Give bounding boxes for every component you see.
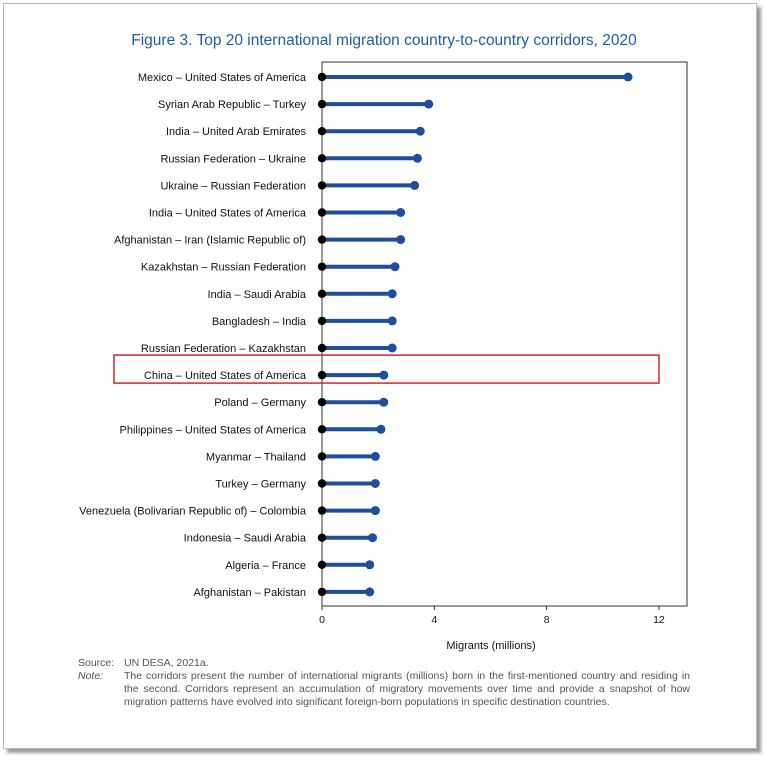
note-row: Note: The corridors present the number o… xyxy=(78,670,690,709)
lollipop-origin-dot xyxy=(317,452,327,461)
category-label: Mexico – United States of America xyxy=(138,72,307,84)
lollipop-origin-dot xyxy=(317,425,327,434)
lollipop-origin-dot xyxy=(317,316,327,326)
lollipop-value-dot xyxy=(387,343,397,353)
x-tick-label: 4 xyxy=(431,614,437,626)
lollipop-origin-dot xyxy=(317,154,327,163)
category-label: China – United States of America xyxy=(144,370,307,382)
category-label: Poland – Germany xyxy=(214,397,306,409)
category-label: Turkey – Germany xyxy=(215,479,306,491)
highlight-box xyxy=(113,354,660,384)
lollipop-origin-dot xyxy=(317,370,327,380)
category-label: Afghanistan – Iran (Islamic Republic of) xyxy=(114,235,306,247)
category-label: Russian Federation – Ukraine xyxy=(160,153,306,165)
source-row: Source: UN DESA, 2021a. xyxy=(78,657,690,670)
lollipop-value-dot xyxy=(387,316,397,326)
lollipop-origin-dot xyxy=(317,289,327,298)
lollipop-origin-dot xyxy=(317,560,327,569)
category-label: Syrian Arab Republic – Turkey xyxy=(158,99,306,111)
lollipop-value-dot xyxy=(370,506,380,516)
chart-title: Figure 3. Top 20 international migration… xyxy=(131,32,637,49)
lollipop-origin-dot xyxy=(317,533,327,542)
category-label: Indonesia – Saudi Arabia xyxy=(184,533,307,545)
lollipop-value-dot xyxy=(424,99,434,109)
lollipop-value-dot xyxy=(396,235,406,245)
category-label: Venezuela (Bolivarian Republic of) – Col… xyxy=(79,506,307,518)
lollipop-value-dot xyxy=(365,560,375,570)
lollipop-origin-dot xyxy=(317,343,327,353)
lollipop-origin-dot xyxy=(317,479,327,488)
source-text: UN DESA, 2021a. xyxy=(124,657,209,669)
lollipop-value-dot xyxy=(365,587,375,597)
x-axis-label: Migrants (millions) xyxy=(446,640,535,652)
lollipop-origin-dot xyxy=(317,127,327,136)
category-label: India – United States of America xyxy=(149,208,307,220)
lollipop-origin-dot xyxy=(317,398,327,407)
lollipop-chart: 0 4 8 12 Migrants (millions) Mexico – United … xyxy=(79,61,688,652)
category-label: India – United Arab Emirates xyxy=(166,126,307,138)
lollipop-value-dot xyxy=(415,126,425,136)
source-key: Source: xyxy=(78,657,115,669)
lollipop-value-dot xyxy=(623,72,633,82)
lollipop-origin-dot xyxy=(317,99,327,109)
x-tick-label: 8 xyxy=(544,614,550,626)
note-key: Note: xyxy=(78,670,104,682)
category-label: Myanmar – Thailand xyxy=(206,451,306,463)
category-label: Ukraine – Russian Federation xyxy=(160,180,306,192)
lollipop-origin-dot xyxy=(317,235,327,244)
category-label: Russian Federation – Kazakhstan xyxy=(141,343,306,355)
category-label: Philippines – United States of America xyxy=(120,424,307,436)
lollipop-value-dot xyxy=(370,479,380,488)
lollipop-origin-dot xyxy=(317,72,327,82)
figure-notes: Source: UN DESA, 2021a. Note: The corrid… xyxy=(78,657,690,709)
lollipop-origin-dot xyxy=(317,208,327,217)
plot-area-border xyxy=(321,61,688,607)
lollipop-value-dot xyxy=(376,424,386,434)
lollipop-value-dot xyxy=(390,262,400,272)
category-label: Bangladesh – India xyxy=(212,316,307,328)
lollipop-origin-dot xyxy=(317,262,327,271)
lollipop-value-dot xyxy=(379,397,389,407)
lollipop-value-dot xyxy=(370,451,380,461)
lollipop-value-dot xyxy=(368,533,378,543)
category-label: Kazakhstan – Russian Federation xyxy=(141,262,306,274)
category-label: India – Saudi Arabia xyxy=(208,289,307,301)
x-tick-label: 0 xyxy=(319,614,325,626)
lollipop-value-dot xyxy=(412,153,422,163)
category-label: Afghanistan – Pakistan xyxy=(193,587,306,599)
note-text: The corridors present the number of inte… xyxy=(124,670,690,708)
lollipop-origin-dot xyxy=(317,506,327,515)
x-tick-label: 12 xyxy=(653,614,665,626)
lollipop-value-dot xyxy=(410,180,420,190)
category-label: Algeria – France xyxy=(225,560,306,572)
lollipop-value-dot xyxy=(379,370,389,380)
lollipop-origin-dot xyxy=(317,587,327,597)
lollipop-value-dot xyxy=(387,289,397,299)
lollipop-origin-dot xyxy=(317,181,327,190)
lollipop-value-dot xyxy=(396,208,406,217)
